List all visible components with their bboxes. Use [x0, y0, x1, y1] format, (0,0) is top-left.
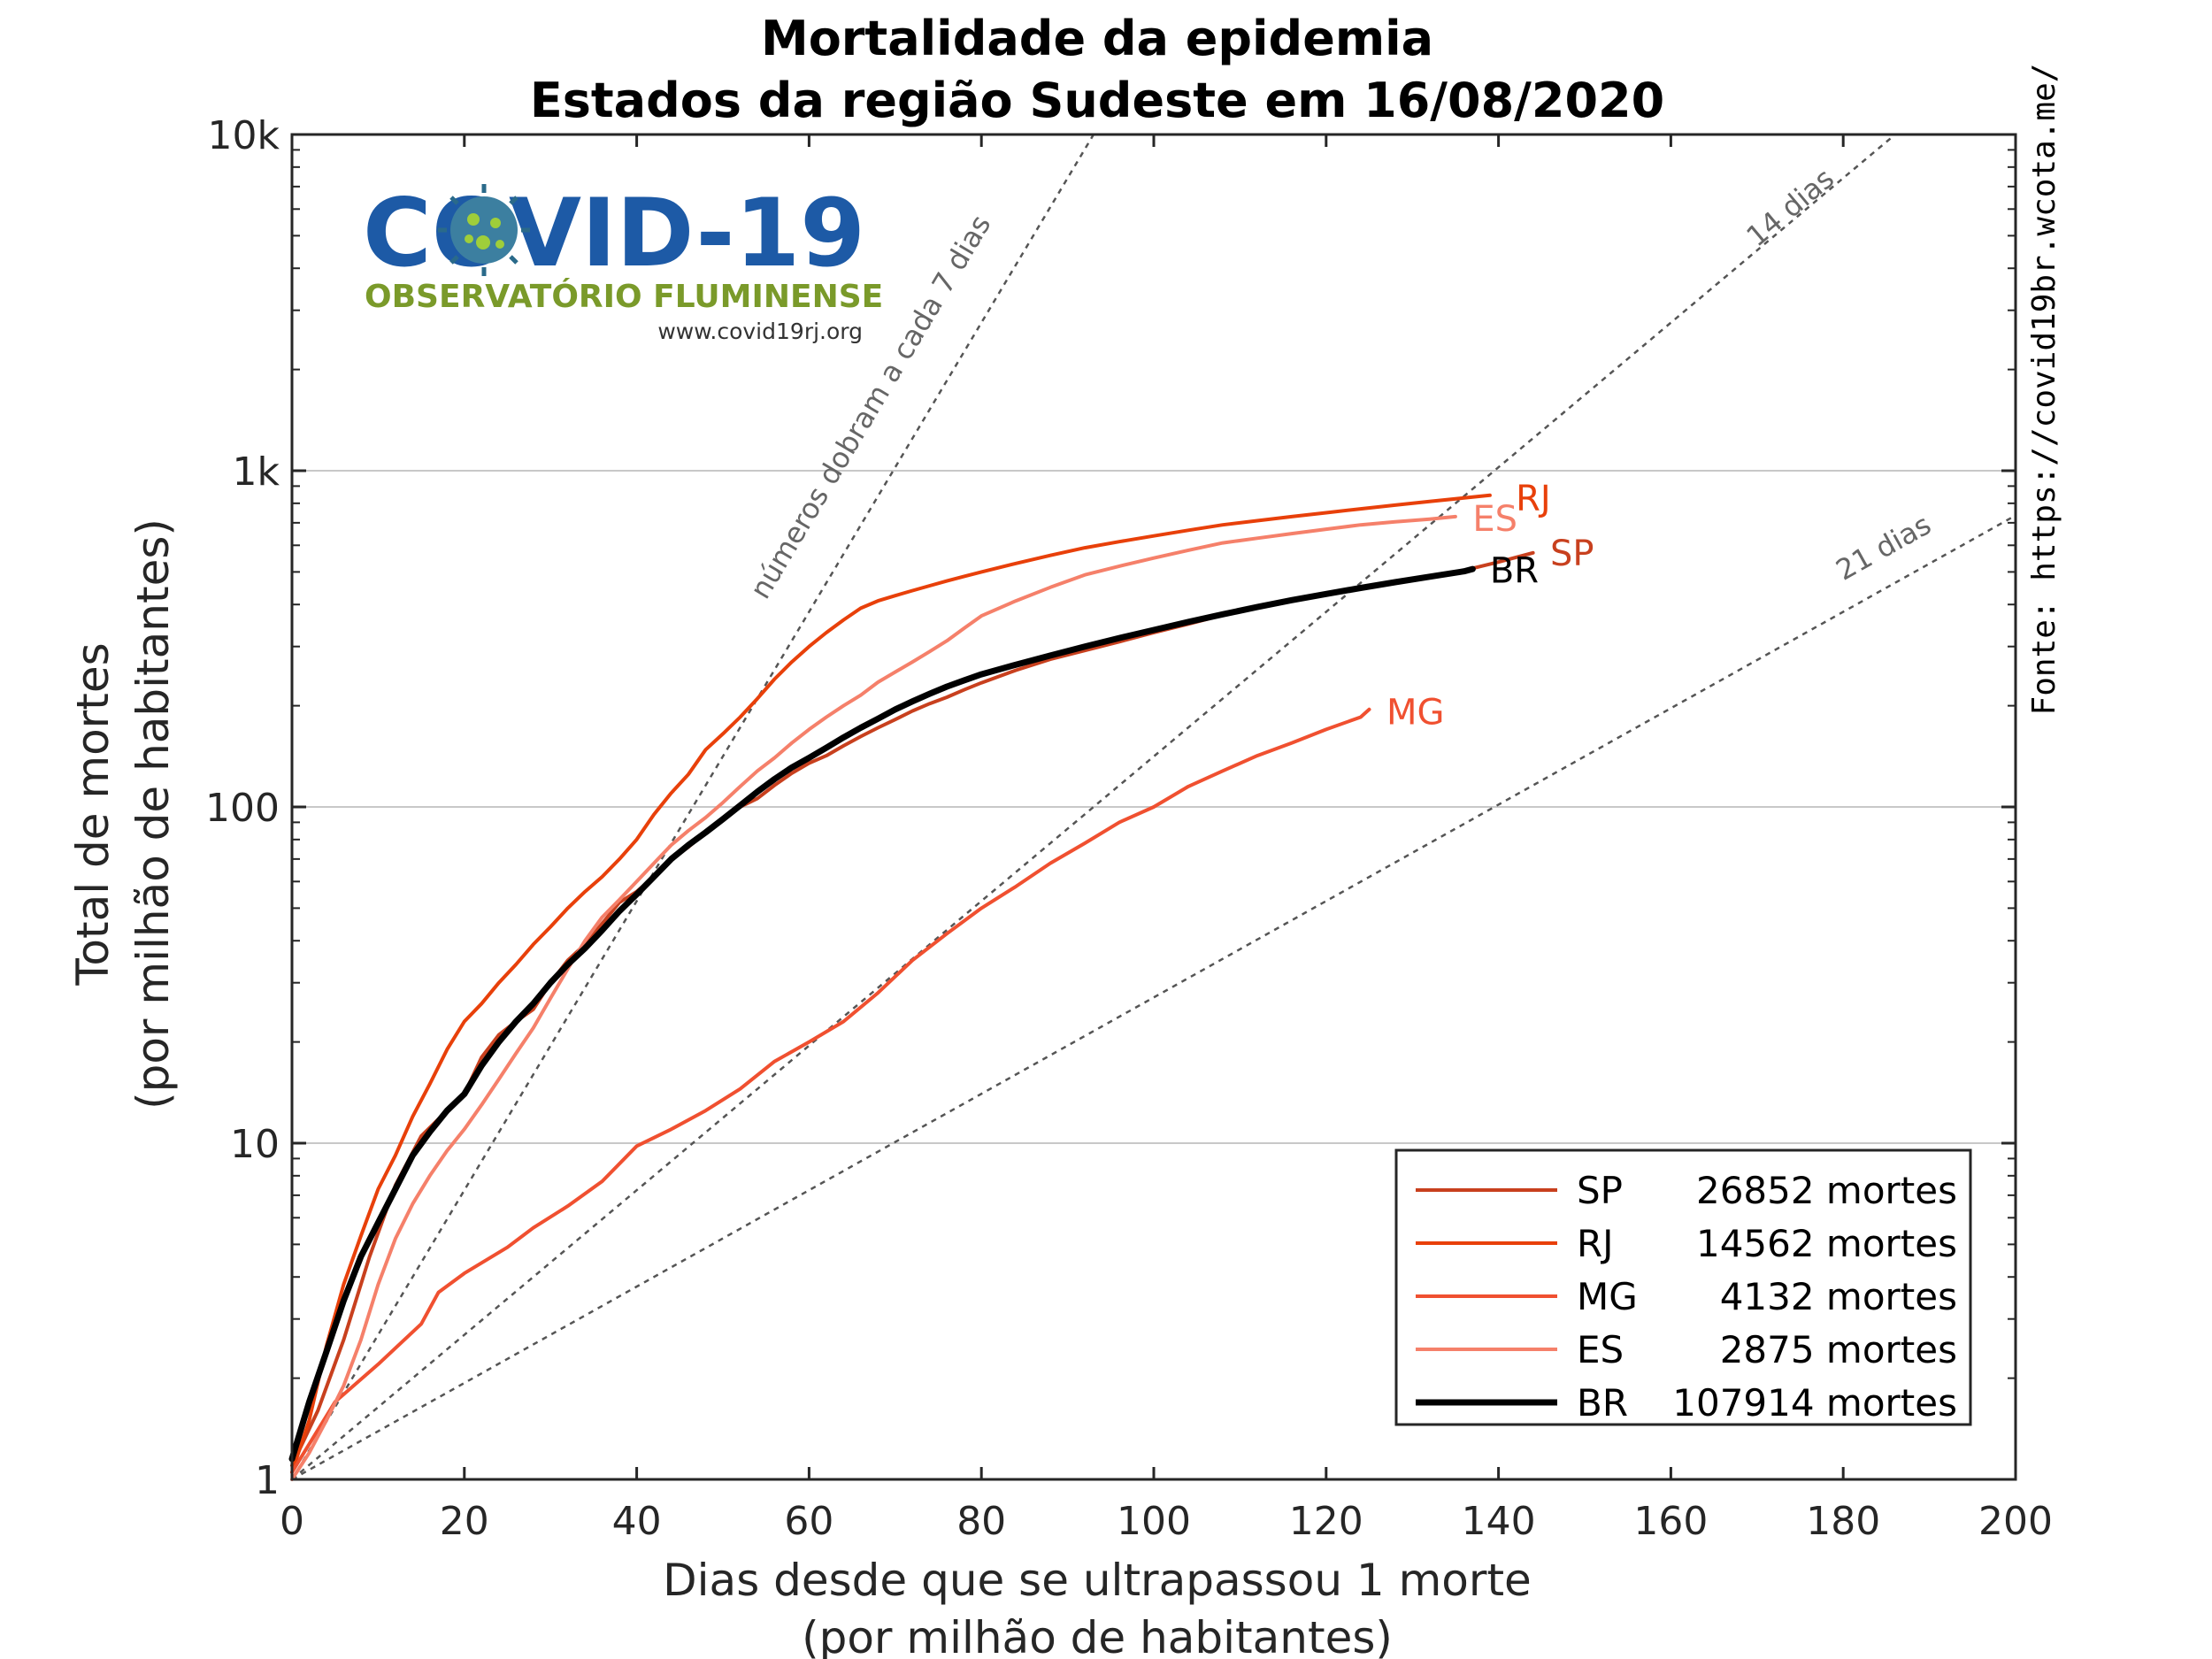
- x-tick-label: 100: [1117, 1499, 1191, 1544]
- legend-series-value: 107914 mortes: [1672, 1381, 1957, 1425]
- chart-title: Mortalidade da epidemia: [761, 11, 1433, 66]
- virus-icon: [438, 184, 530, 276]
- logo-title: COVID-19: [363, 179, 865, 288]
- x-tick-label: 0: [280, 1499, 304, 1544]
- legend-box: [1394, 1148, 1972, 1426]
- series-end-label: BR: [1490, 551, 1539, 592]
- axis-ticks: 0 20 40 60 80 100 120 140 160 180 200 1 10 100 1k 10k: [205, 113, 2053, 1544]
- x-tick-label: 120: [1289, 1499, 1363, 1544]
- logo-url: www.covid19rj.org: [657, 319, 863, 344]
- legend-series-name: BR: [1577, 1381, 1628, 1425]
- x-tick-label: 40: [612, 1499, 662, 1544]
- series-line-es: [290, 514, 1457, 1481]
- legend-series-value: 26852 mortes: [1696, 1169, 1957, 1212]
- data-series: [288, 493, 1535, 1481]
- covid19-logo: COVID-19 OBSERVATÓRIO FLUMINENSE www.cov…: [363, 179, 883, 344]
- x-axis-label-units: (por milhão de habitantes): [802, 1612, 1393, 1659]
- y-tick-label: 10k: [208, 113, 280, 158]
- legend-series-name: ES: [1577, 1328, 1624, 1371]
- series-line-rj: [290, 493, 1492, 1474]
- chart-subtitle: Estados da região Sudeste em 16/08/2020: [530, 73, 1664, 128]
- y-tick-label: 100: [205, 786, 280, 831]
- x-tick-label: 140: [1462, 1499, 1536, 1544]
- legend-series-name: SP: [1577, 1169, 1623, 1212]
- y-axis-label: Total de mortes: [67, 642, 119, 986]
- x-axis-label: Dias desde que se ultrapassou 1 morte: [663, 1555, 1532, 1606]
- x-tick-label: 200: [1978, 1499, 2053, 1544]
- doubling-guide-line: [291, 134, 1896, 1480]
- series-line-br: [288, 565, 1476, 1463]
- x-tick-label: 160: [1633, 1499, 1708, 1544]
- series-end-label: SP: [1550, 534, 1594, 574]
- x-tick-label: 20: [440, 1499, 489, 1544]
- series-line-mg: [290, 707, 1371, 1474]
- series-end-label: MG: [1386, 692, 1445, 733]
- x-tick-label: 80: [956, 1499, 1006, 1544]
- legend-series-name: RJ: [1577, 1222, 1614, 1265]
- source-text: Fonte: https://covid19br.wcota.me/: [2026, 64, 2062, 716]
- logo-subtitle: OBSERVATÓRIO FLUMINENSE: [365, 278, 883, 315]
- y-tick-label: 1k: [233, 449, 280, 495]
- y-tick-label: 10: [230, 1122, 280, 1167]
- series-end-label: ES: [1472, 499, 1517, 540]
- y-tick-label: 1: [255, 1458, 280, 1503]
- legend-series-value: 14562 mortes: [1696, 1222, 1957, 1265]
- legend: SP 26852 mortes RJ 14562 mortes MG 4132 morte…: [1394, 1148, 1972, 1426]
- x-tick-label: 180: [1806, 1499, 1880, 1544]
- legend-series-value: 4132 mortes: [1720, 1275, 1957, 1318]
- x-tick-label: 60: [784, 1499, 833, 1544]
- legend-series-value: 2875 mortes: [1720, 1328, 1957, 1371]
- legend-series-name: MG: [1577, 1275, 1638, 1318]
- series-end-label: RJ: [1516, 479, 1551, 519]
- y-axis-label-units: (por milhão de habitantes): [127, 518, 179, 1110]
